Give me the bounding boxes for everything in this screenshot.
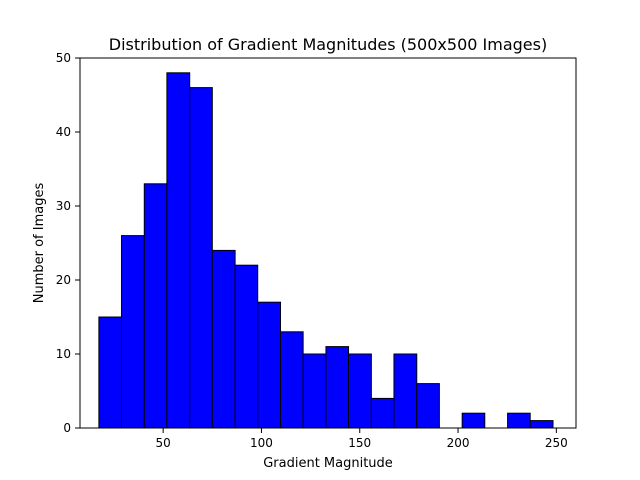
histogram-bar [529, 420, 554, 429]
x-tick-label: 50 [156, 436, 171, 450]
histogram-bar [348, 353, 372, 429]
histogram-bar [280, 331, 304, 429]
bars-group [98, 72, 554, 429]
y-tick-label: 50 [56, 51, 71, 65]
chart-title: Distribution of Gradient Magnitudes (500… [109, 35, 547, 54]
x-axis-ticks: 50 100 150 200 250 [156, 428, 568, 450]
x-tick-label: 150 [348, 436, 371, 450]
histogram-bar [98, 316, 122, 429]
histogram-bar [211, 249, 236, 429]
y-tick-label: 0 [63, 421, 71, 435]
histogram-bar [120, 235, 145, 429]
histogram-bar [257, 301, 282, 429]
histogram-bar [416, 383, 440, 429]
y-axis-label: Number of Images [32, 183, 47, 304]
histogram-bar [189, 87, 213, 429]
histogram-bar [461, 412, 486, 429]
x-tick-label: 200 [447, 436, 470, 450]
histogram-bar [370, 397, 395, 429]
y-tick-label: 40 [56, 125, 71, 139]
y-tick-label: 30 [56, 199, 71, 213]
histogram-bar [325, 346, 350, 429]
histogram-bar [393, 353, 418, 429]
x-axis-label: Gradient Magnitude [263, 456, 393, 471]
histogram-bar [234, 264, 259, 429]
histogram-bar [302, 353, 327, 429]
plot-frame [79, 57, 577, 429]
histogram-bar [507, 412, 531, 429]
histogram-bar [143, 183, 168, 429]
histogram-bar [166, 72, 191, 429]
y-tick-label: 20 [56, 273, 71, 287]
y-axis-ticks: 0 10 20 30 40 50 [56, 51, 80, 435]
x-tick-label: 250 [545, 436, 568, 450]
y-tick-label: 10 [56, 347, 71, 361]
x-tick-label: 100 [250, 436, 273, 450]
